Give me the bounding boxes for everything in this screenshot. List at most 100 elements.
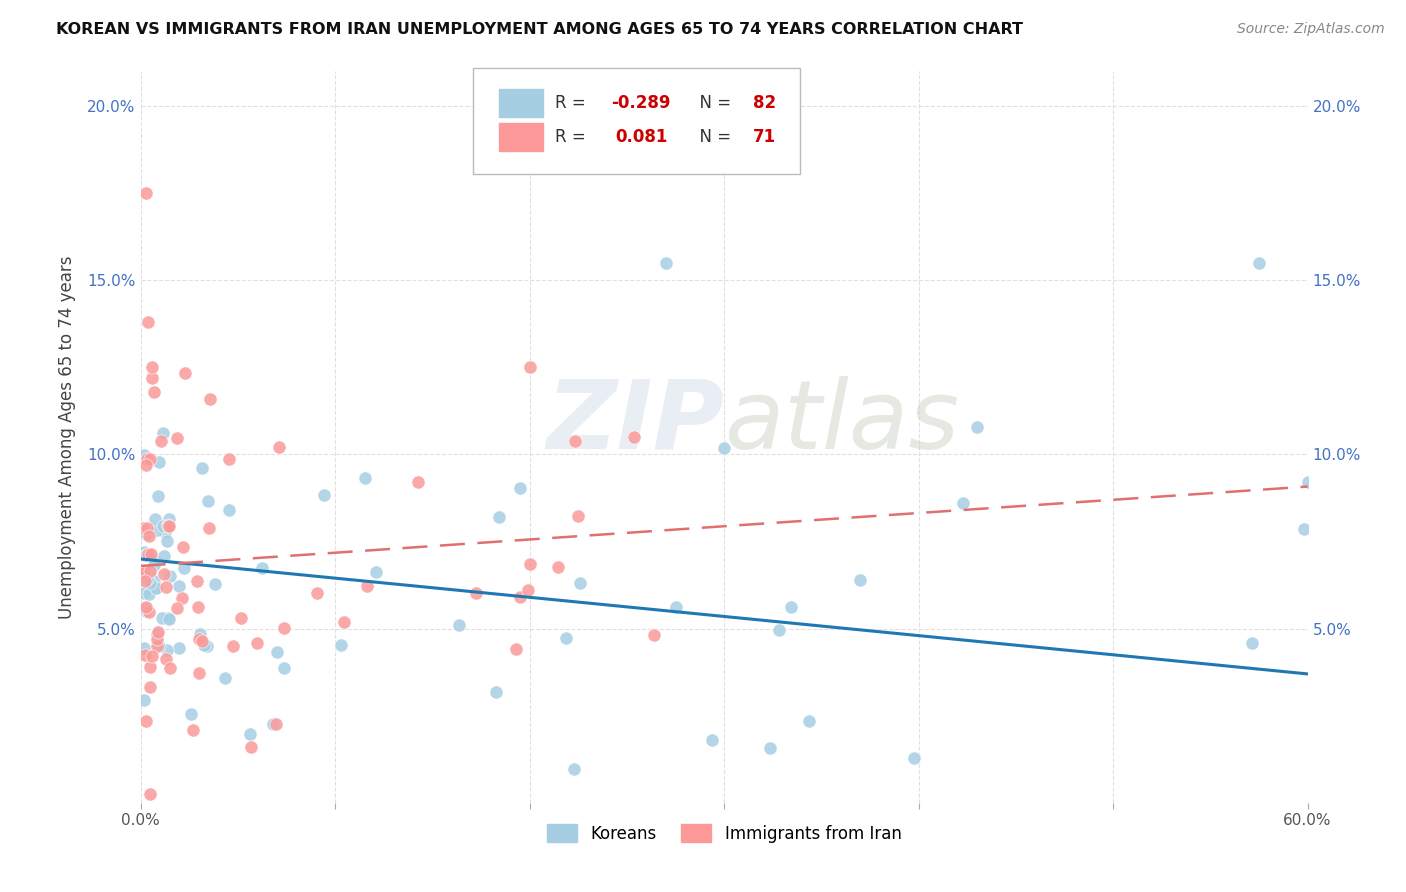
Point — [135, 548, 157, 562]
Point — [564, 762, 586, 776]
Point — [356, 578, 378, 592]
Point — [134, 648, 156, 662]
Point — [509, 591, 531, 605]
Point — [366, 565, 388, 579]
Point — [157, 519, 180, 533]
Point — [139, 547, 162, 561]
Point — [145, 627, 167, 641]
Point — [655, 256, 678, 270]
Point — [138, 564, 160, 578]
Point — [166, 600, 188, 615]
Point — [266, 645, 288, 659]
Point — [314, 488, 336, 502]
Point — [267, 440, 290, 454]
Point — [143, 384, 166, 399]
Point — [136, 572, 159, 586]
Point — [139, 680, 162, 694]
Point — [146, 639, 169, 653]
Point — [148, 639, 170, 653]
Point — [239, 726, 262, 740]
Point — [273, 661, 295, 675]
Point — [135, 600, 157, 615]
Point — [136, 547, 159, 561]
Point — [623, 430, 645, 444]
Point — [239, 739, 262, 754]
Point — [134, 566, 156, 580]
Point — [157, 612, 180, 626]
Text: 82: 82 — [754, 94, 776, 112]
Point — [329, 638, 352, 652]
Point — [148, 455, 170, 469]
Point — [138, 576, 160, 591]
Point — [1296, 475, 1319, 490]
Point — [262, 717, 284, 731]
Point — [218, 451, 240, 466]
Point — [139, 577, 162, 591]
Text: -0.289: -0.289 — [610, 94, 671, 112]
Text: 71: 71 — [754, 128, 776, 146]
Point — [157, 512, 180, 526]
Point — [447, 617, 470, 632]
Point — [143, 558, 166, 572]
Point — [197, 639, 219, 653]
Point — [305, 586, 328, 600]
Point — [488, 509, 510, 524]
Point — [136, 521, 159, 535]
Point — [159, 569, 181, 583]
Point — [485, 685, 508, 699]
Point — [966, 419, 988, 434]
Point — [264, 716, 287, 731]
Point — [134, 640, 156, 655]
Point — [134, 601, 156, 615]
Point — [568, 575, 591, 590]
Point — [138, 587, 160, 601]
Point — [134, 586, 156, 600]
Point — [1241, 636, 1264, 650]
Point — [138, 605, 160, 619]
Point — [166, 431, 188, 445]
Point — [156, 534, 179, 549]
Point — [145, 512, 167, 526]
Point — [214, 671, 236, 685]
Text: 0.081: 0.081 — [616, 128, 668, 146]
Point — [406, 475, 429, 489]
Point — [547, 560, 569, 574]
Point — [138, 660, 160, 674]
Point — [135, 458, 157, 472]
Point — [132, 521, 155, 535]
Point — [198, 521, 221, 535]
Point — [157, 517, 180, 532]
Point — [229, 611, 252, 625]
Point — [517, 582, 540, 597]
Point — [172, 591, 194, 606]
Text: R =: R = — [555, 94, 591, 112]
Point — [139, 452, 162, 467]
Point — [156, 643, 179, 657]
Point — [143, 581, 166, 595]
Point — [509, 481, 531, 495]
Point — [519, 557, 541, 571]
Point — [156, 519, 179, 533]
Point — [250, 560, 273, 574]
Point — [505, 642, 527, 657]
Y-axis label: Unemployment Among Ages 65 to 74 years: Unemployment Among Ages 65 to 74 years — [58, 255, 76, 619]
Point — [464, 586, 486, 600]
Point — [136, 451, 159, 466]
Point — [187, 599, 209, 614]
Point — [186, 574, 208, 589]
Point — [354, 471, 377, 485]
Point — [643, 628, 665, 642]
Point — [152, 518, 174, 533]
Point — [768, 623, 790, 637]
Point — [200, 392, 222, 407]
Point — [193, 638, 215, 652]
Point — [1292, 522, 1315, 536]
Point — [780, 600, 803, 615]
FancyBboxPatch shape — [474, 68, 800, 174]
Point — [173, 366, 195, 380]
Point — [167, 641, 190, 656]
Point — [153, 549, 176, 564]
Point — [190, 461, 212, 475]
Point — [172, 540, 194, 554]
Point — [197, 494, 219, 508]
